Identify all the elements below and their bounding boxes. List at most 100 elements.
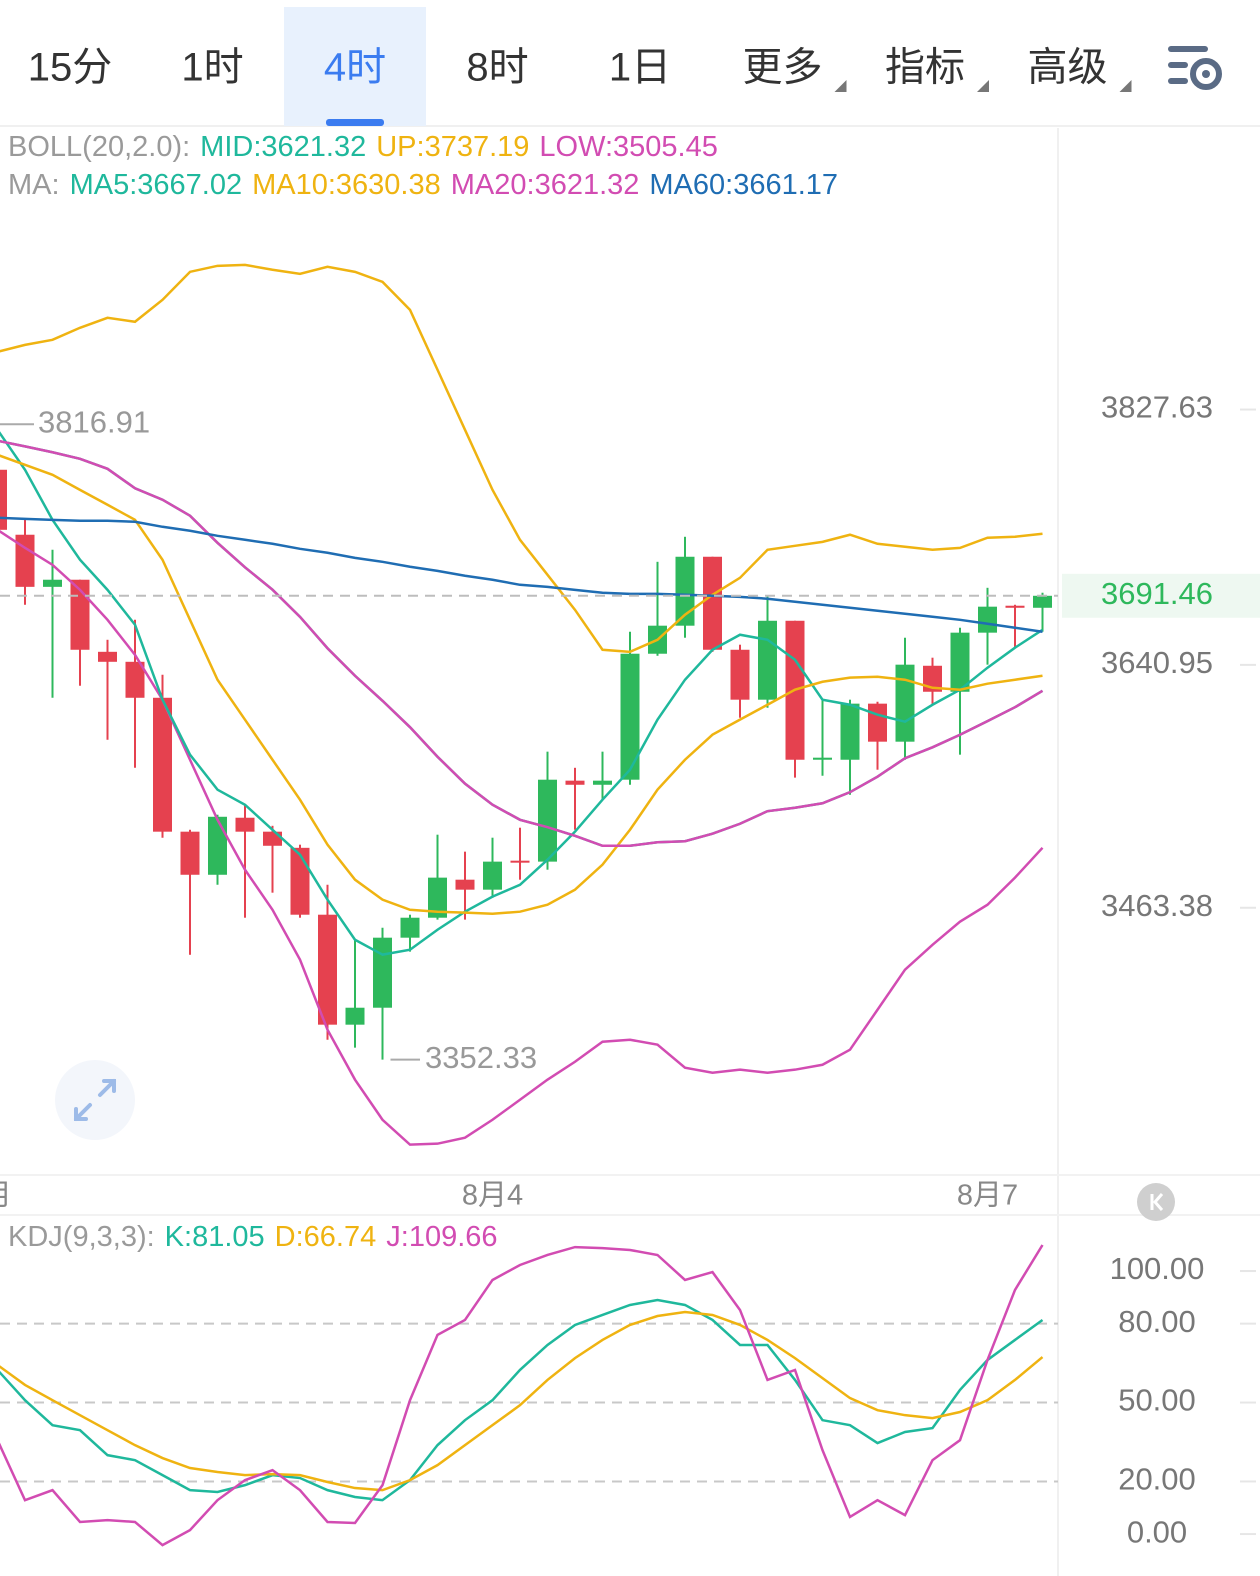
expand-button[interactable] bbox=[55, 1060, 135, 1140]
indicator-line bbox=[0, 454, 1043, 916]
legend-value: 3505.45 bbox=[613, 131, 718, 163]
tab-active-indicator bbox=[326, 119, 384, 126]
kdj-line bbox=[0, 1244, 1044, 1547]
candle-body bbox=[538, 779, 557, 862]
candle-body bbox=[15, 534, 35, 587]
candle-body bbox=[730, 649, 750, 700]
tab[interactable]: 1日 bbox=[609, 46, 671, 90]
legend-separator: : bbox=[605, 131, 613, 163]
legend-value: 81.05 bbox=[192, 1221, 265, 1253]
x-tick-label: 8月4 bbox=[462, 1180, 523, 1212]
legend-separator: : bbox=[328, 169, 336, 201]
candle-body bbox=[125, 661, 145, 698]
candle-body bbox=[153, 697, 172, 832]
legend: KDJ(9,3,3): K:81.05 D:66.74 J:109.66 bbox=[8, 1221, 498, 1253]
legend-name: UP bbox=[376, 131, 416, 163]
tab-label: 4时 bbox=[324, 46, 386, 90]
legend-name: MA10 bbox=[252, 169, 328, 201]
candle-body bbox=[593, 780, 612, 785]
candle-body bbox=[0, 469, 7, 530]
settings-icon[interactable] bbox=[1168, 46, 1222, 90]
high-annotation: 3816.91 bbox=[38, 404, 150, 439]
icon-part bbox=[1202, 70, 1210, 78]
candle-body bbox=[620, 653, 640, 780]
candle-body bbox=[978, 606, 997, 633]
candle-body bbox=[180, 831, 200, 875]
y-tick-label: 80.00 bbox=[1118, 1304, 1196, 1339]
tab[interactable]: 8时 bbox=[466, 46, 528, 90]
legend-name: J bbox=[386, 1221, 401, 1253]
y-tick-label: 3640.95 bbox=[1101, 645, 1213, 680]
candle-body bbox=[813, 757, 832, 760]
tab[interactable]: 4时 bbox=[284, 7, 426, 126]
legend-name: MID bbox=[200, 131, 253, 163]
low-annotation: 3352.33 bbox=[425, 1040, 537, 1075]
y-tick-label: 100.00 bbox=[1110, 1251, 1205, 1286]
legend-separator: : bbox=[296, 1221, 304, 1253]
legend-value: 66.74 bbox=[304, 1221, 377, 1253]
candle-body bbox=[318, 914, 337, 1025]
tab-label: 1时 bbox=[181, 46, 243, 90]
tab[interactable]: 高级 bbox=[1028, 46, 1132, 92]
candle-body bbox=[675, 556, 695, 626]
legend-value: 3667.02 bbox=[137, 169, 242, 201]
legend-value: 109.66 bbox=[409, 1221, 498, 1253]
legend-value: 3737.19 bbox=[425, 131, 530, 163]
dropdown-caret bbox=[1119, 80, 1132, 92]
tab[interactable]: 更多 bbox=[743, 46, 847, 92]
kdj-plot bbox=[0, 1244, 1058, 1547]
tab-active-bg bbox=[284, 7, 426, 126]
legend-value: 3621.32 bbox=[535, 169, 640, 201]
x-tick-label: 8月7 bbox=[957, 1180, 1018, 1212]
indicator-line bbox=[0, 439, 1044, 848]
legend-separator: : bbox=[401, 1221, 409, 1253]
candle-body bbox=[1005, 605, 1025, 608]
legend-separator: : bbox=[129, 169, 137, 201]
legend-name: K bbox=[165, 1221, 185, 1253]
legend-name: MA60 bbox=[649, 169, 725, 201]
collapse-icon bbox=[1150, 1193, 1164, 1211]
legend-value: 3621.32 bbox=[261, 131, 366, 163]
candle-body bbox=[43, 579, 62, 587]
legend-title: MA: bbox=[8, 169, 60, 201]
legend-name: MA5 bbox=[70, 169, 130, 201]
tab[interactable]: 指标 bbox=[885, 46, 989, 92]
candle-body bbox=[373, 937, 392, 1008]
candle-body bbox=[345, 1007, 365, 1025]
collapse-button[interactable] bbox=[1137, 1183, 1175, 1221]
legend: BOLL(20,2.0): MID:3621.32 UP:3737.19 LOW:35… bbox=[8, 131, 718, 163]
legend-separator: : bbox=[184, 1221, 192, 1253]
candle-body bbox=[895, 664, 915, 742]
candle-body bbox=[483, 861, 502, 890]
y-tick-label: 20.00 bbox=[1118, 1462, 1196, 1497]
icon-part bbox=[1168, 46, 1208, 52]
tab-label: 高级 bbox=[1028, 46, 1108, 90]
candle-body bbox=[840, 703, 860, 760]
legend-separator: : bbox=[725, 169, 733, 201]
icon-part bbox=[1168, 78, 1188, 84]
candle-body bbox=[868, 703, 887, 742]
legend-title: BOLL(20,2.0): bbox=[8, 131, 190, 163]
candle-body bbox=[428, 877, 447, 918]
tab[interactable]: 1时 bbox=[181, 46, 243, 90]
indicator-line bbox=[0, 431, 1044, 956]
dropdown-caret bbox=[834, 80, 847, 92]
legend-name: D bbox=[275, 1221, 296, 1253]
tab-label: 指标 bbox=[885, 46, 965, 90]
last-price-label: 3691.46 bbox=[1101, 576, 1213, 611]
candle-body bbox=[235, 817, 255, 832]
legend: MA: MA5:3667.02 MA10:3630.38 MA20:3621.32 MA… bbox=[8, 169, 838, 201]
x-tick-label: 月 bbox=[0, 1180, 12, 1212]
candle-body bbox=[703, 556, 722, 650]
last-price-bg bbox=[1062, 573, 1260, 618]
candle-body bbox=[208, 816, 227, 875]
icon-part bbox=[1168, 62, 1188, 68]
candle-body bbox=[263, 831, 282, 846]
expand-icon bbox=[74, 1079, 116, 1121]
candle-body bbox=[290, 847, 310, 915]
candle-body bbox=[400, 917, 420, 938]
tab[interactable]: 15分 bbox=[28, 46, 113, 90]
